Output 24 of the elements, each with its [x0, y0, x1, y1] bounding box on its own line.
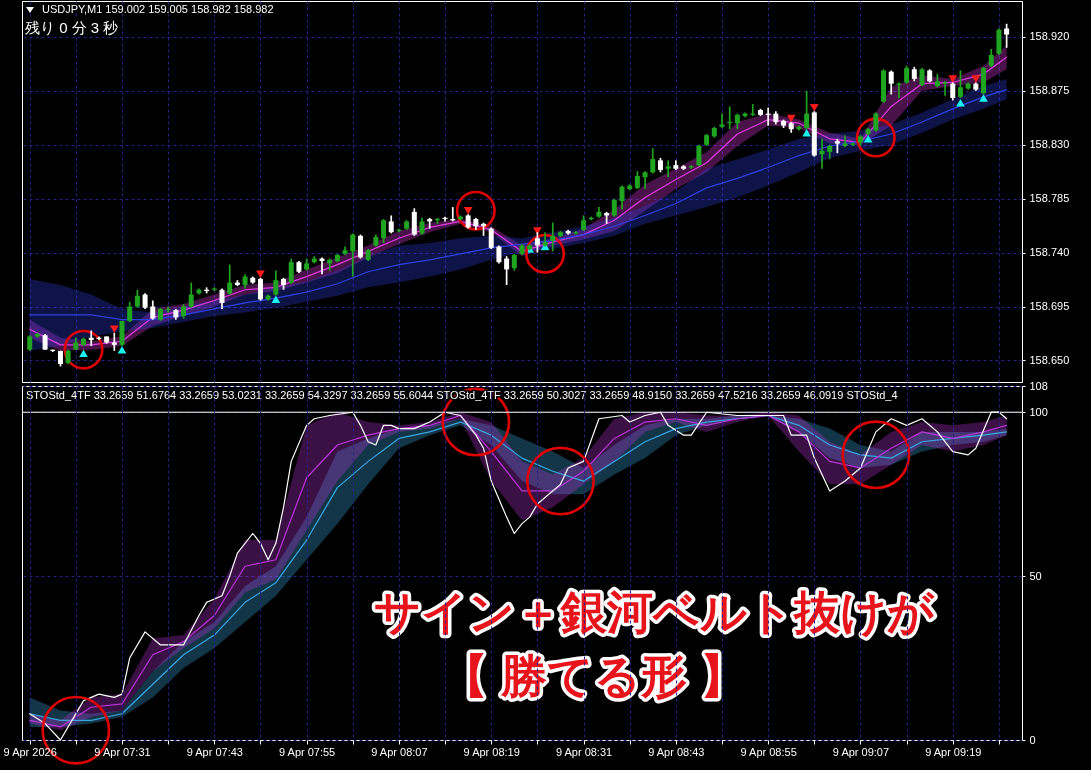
chart-title: USDJPY,M1 159.002 159.005 158.982 158.982 [42, 3, 274, 15]
x-tick-label: 9 Apr 09:07 [832, 745, 890, 758]
y-tick-label: 158.830 [1029, 138, 1070, 151]
y-tick-label: 158.650 [1029, 353, 1070, 366]
x-tick-label: 9 Apr 07:43 [186, 745, 243, 758]
y-tick-label: 158.875 [1029, 84, 1070, 97]
y-tick-label: 0 [1029, 733, 1036, 746]
y-tick-label: 158.740 [1029, 246, 1070, 259]
y-tick-label: 158.920 [1029, 30, 1070, 43]
annotation: サイン＋銀河ベルト抜けが [374, 586, 935, 638]
x-tick-label: 9 Apr 07:55 [278, 745, 336, 758]
annotation: 【 勝てる形 】 [442, 650, 746, 702]
x-tick-label: 9 Apr 08:07 [371, 745, 428, 758]
annotation: 残り 0 分 3 秒 [25, 19, 119, 36]
y-tick-label: 158.695 [1029, 300, 1070, 313]
x-tick-label: 9 Apr 08:43 [648, 745, 705, 758]
x-tick-label: 9 Apr 08:19 [463, 745, 520, 758]
y-tick-label: 158.785 [1029, 192, 1070, 205]
y-tick-label: 108 [1029, 379, 1048, 392]
x-tick-label: 9 Apr 08:55 [740, 745, 797, 758]
x-tick-label: 9 Apr 08:31 [555, 745, 613, 758]
y-tick-label: 50 [1029, 569, 1042, 582]
x-tick-label: 9 Apr 09:19 [925, 745, 982, 758]
y-tick-label: 100 [1029, 405, 1048, 418]
